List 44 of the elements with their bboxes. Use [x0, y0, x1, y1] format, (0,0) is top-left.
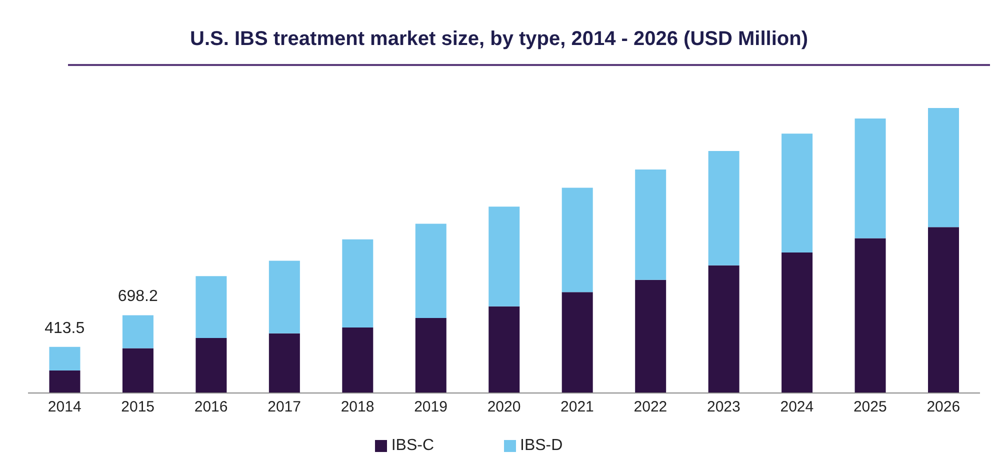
bar — [708, 265, 740, 393]
x-tick-label: 2017 — [268, 398, 301, 416]
x-tick-label: 2014 — [48, 398, 82, 416]
x-tick-label: 2026 — [926, 398, 960, 416]
x-tick-label: 2021 — [560, 398, 594, 416]
x-tick-label: 2024 — [780, 398, 814, 416]
x-tick-label: 2016 — [194, 398, 228, 416]
x-tick-label: 2023 — [707, 398, 740, 416]
bar — [928, 108, 960, 228]
annotation: 413.5 — [44, 320, 85, 337]
x-tick-label: 2019 — [414, 398, 448, 416]
bar — [928, 227, 960, 393]
bar — [122, 348, 154, 393]
bar — [635, 170, 666, 280]
bar — [782, 134, 813, 252]
bar — [488, 306, 520, 393]
bar — [268, 333, 300, 393]
bar — [49, 346, 80, 370]
x-tick-label: 2025 — [853, 398, 887, 416]
x-tick-label: 2018 — [340, 398, 374, 416]
bar — [854, 118, 886, 238]
annotation: 698.2 — [118, 288, 158, 306]
chart-title: U.S. IBS treatment market size, by type, 2014 - 2026 (USD Million) — [189, 27, 809, 50]
x-tick-label: 2022 — [634, 398, 668, 416]
bar — [562, 292, 593, 393]
bar — [415, 318, 446, 393]
legend-label: IBS-D — [520, 437, 563, 454]
bar — [488, 206, 520, 306]
x-tick-label: 2020 — [487, 398, 521, 416]
legend-label: IBS-C — [391, 437, 434, 454]
bar — [415, 224, 446, 318]
bar — [196, 276, 227, 338]
bar — [49, 370, 80, 393]
bar — [562, 188, 593, 292]
bar — [122, 315, 154, 348]
bar — [854, 238, 886, 393]
bar — [782, 252, 813, 393]
bar — [196, 338, 227, 393]
bar — [635, 280, 666, 393]
bar — [342, 239, 374, 328]
bar — [268, 260, 300, 334]
bar — [708, 151, 740, 266]
x-tick-label: 2015 — [121, 398, 155, 416]
bar — [342, 327, 374, 393]
